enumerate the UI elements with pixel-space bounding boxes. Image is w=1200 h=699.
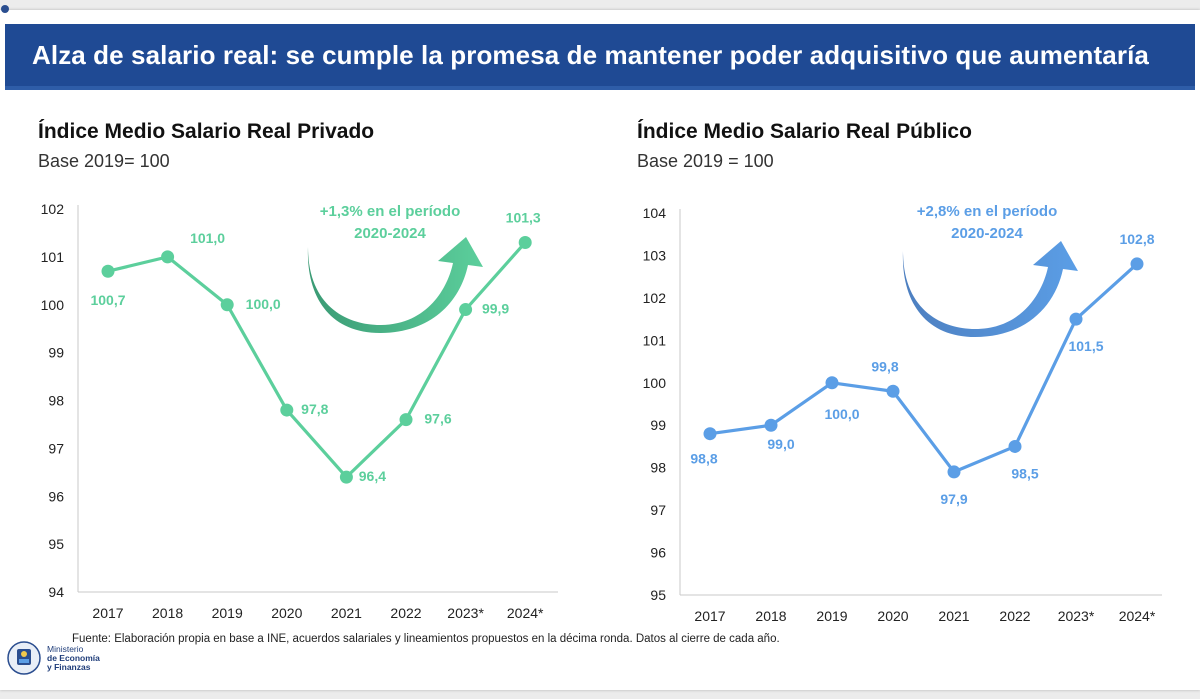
public-data-label: 99,0 bbox=[767, 436, 794, 452]
public-data-point bbox=[886, 384, 900, 398]
public-data-point bbox=[1130, 257, 1144, 271]
private-y-tick-label: 98 bbox=[48, 393, 64, 409]
public-data-label: 102,8 bbox=[1119, 231, 1154, 247]
private-annotation-line-2: 2020-2024 bbox=[354, 225, 426, 242]
private-data-label: 99,9 bbox=[482, 301, 509, 317]
public-x-tick-label: 2017 bbox=[694, 608, 725, 624]
private-x-tick-label: 2020 bbox=[271, 605, 302, 621]
private-data-point bbox=[101, 264, 115, 278]
public-growth-arrow-icon bbox=[902, 241, 1078, 337]
public-data-point bbox=[947, 465, 961, 479]
private-data-label: 96,4 bbox=[359, 468, 386, 484]
private-series-line bbox=[107, 241, 527, 479]
private-data-label: 97,6 bbox=[424, 411, 451, 427]
private-y-tick-label: 101 bbox=[41, 249, 65, 265]
public-x-tick-label: 2022 bbox=[999, 608, 1030, 624]
private-chart-subtitle: Base 2019= 100 bbox=[38, 151, 170, 171]
public-chart-title: Índice Medio Salario Real Público bbox=[637, 120, 972, 143]
private-data-point bbox=[459, 303, 473, 317]
private-data-label: 100,0 bbox=[246, 296, 281, 312]
public-data-label: 98,5 bbox=[1011, 465, 1038, 481]
public-chart-header: Índice Medio Salario Real Público Base 2… bbox=[637, 120, 972, 172]
private-data-point bbox=[280, 403, 294, 417]
source-footnote: Fuente: Elaboración propia en base a INE… bbox=[72, 633, 780, 645]
public-y-tick-label: 97 bbox=[650, 502, 666, 518]
public-data-point bbox=[703, 427, 717, 441]
public-x-tick-label: 2020 bbox=[877, 608, 908, 624]
public-data-label: 99,8 bbox=[871, 358, 898, 374]
ministry-line-3: y Finanzas bbox=[47, 661, 91, 672]
private-y-tick-label: 94 bbox=[48, 584, 64, 600]
public-data-point bbox=[825, 376, 839, 390]
public-data-point bbox=[1008, 439, 1022, 453]
public-chart-subtitle: Base 2019 = 100 bbox=[637, 151, 774, 171]
private-x-tick-label: 2024* bbox=[507, 605, 544, 621]
private-data-label: 101,3 bbox=[506, 210, 541, 226]
public-data-label: 101,5 bbox=[1068, 338, 1103, 354]
private-y-tick-label: 97 bbox=[48, 440, 64, 456]
private-y-tick-label: 96 bbox=[48, 488, 64, 504]
private-chart-header: Índice Medio Salario Real Privado Base 2… bbox=[38, 120, 374, 172]
private-y-tick-label: 95 bbox=[48, 536, 64, 552]
ministry-line-2: de Economía bbox=[47, 652, 100, 663]
top-logo-icon bbox=[0, 0, 18, 14]
slide-title: Alza de salario real: se cumple la prome… bbox=[32, 39, 1149, 70]
public-data-label: 97,9 bbox=[940, 491, 967, 507]
private-chart-title: Índice Medio Salario Real Privado bbox=[38, 120, 375, 143]
private-data-point bbox=[339, 470, 353, 484]
public-salary-chart: 95 96 97 98 99 100 101 102 103 104 2017 2018 2019 202… bbox=[643, 203, 1162, 624]
private-y-tick-label: 102 bbox=[41, 201, 65, 217]
public-annotation-line-2: 2020-2024 bbox=[951, 225, 1023, 242]
private-x-tick-label: 2018 bbox=[152, 605, 183, 621]
ministry-line-1: Ministerio bbox=[47, 643, 84, 654]
public-y-tick-label: 96 bbox=[650, 545, 666, 561]
private-x-tick-label: 2023* bbox=[447, 605, 484, 621]
public-y-tick-label: 98 bbox=[650, 460, 666, 476]
public-y-tick-label: 103 bbox=[643, 247, 667, 263]
private-x-tick-label: 2017 bbox=[92, 605, 123, 621]
private-y-tick-label: 100 bbox=[41, 297, 65, 313]
public-data-point bbox=[1069, 312, 1083, 326]
public-annotation-line-1: +2,8% en el período bbox=[917, 203, 1057, 220]
public-y-tick-label: 100 bbox=[643, 375, 667, 391]
ministry-seal-icon bbox=[7, 641, 41, 675]
private-annotation-line-1: +1,3% en el período bbox=[320, 203, 460, 220]
private-growth-arrow-icon bbox=[307, 237, 483, 333]
public-data-label: 100,0 bbox=[824, 406, 859, 422]
public-x-tick-label: 2023* bbox=[1058, 608, 1095, 624]
public-x-tick-label: 2024* bbox=[1119, 608, 1156, 624]
private-salary-chart: 94 95 96 97 98 99 100 101 102 2017 2018 2019 2020 202… bbox=[41, 201, 558, 621]
public-x-tick-label: 2021 bbox=[938, 608, 969, 624]
private-x-tick-label: 2022 bbox=[390, 605, 421, 621]
private-x-tick-label: 2021 bbox=[331, 605, 362, 621]
private-data-label: 100,7 bbox=[90, 292, 125, 308]
private-data-point bbox=[518, 236, 532, 250]
public-data-label: 98,8 bbox=[690, 451, 717, 467]
title-banner: Alza de salario real: se cumple la prome… bbox=[5, 24, 1195, 90]
public-series-line bbox=[709, 262, 1139, 474]
private-data-point bbox=[220, 298, 234, 312]
public-x-tick-label: 2018 bbox=[755, 608, 786, 624]
private-y-tick-label: 99 bbox=[48, 345, 64, 361]
slide: Alza de salario real: se cumple la prome… bbox=[0, 5, 1200, 690]
public-y-tick-label: 95 bbox=[650, 587, 666, 603]
public-x-tick-label: 2019 bbox=[816, 608, 847, 624]
ministry-logo: Ministerio de Economía y Finanzas bbox=[6, 640, 100, 676]
private-data-label: 97,8 bbox=[301, 401, 328, 417]
private-data-label: 101,0 bbox=[190, 230, 225, 246]
public-data-point bbox=[764, 418, 778, 432]
private-data-point bbox=[161, 250, 175, 264]
private-x-tick-label: 2019 bbox=[212, 605, 243, 621]
public-y-tick-label: 104 bbox=[643, 205, 667, 221]
public-y-tick-label: 99 bbox=[650, 417, 666, 433]
private-data-point bbox=[399, 413, 413, 427]
public-y-tick-label: 101 bbox=[643, 332, 667, 348]
public-y-tick-label: 102 bbox=[643, 290, 667, 306]
